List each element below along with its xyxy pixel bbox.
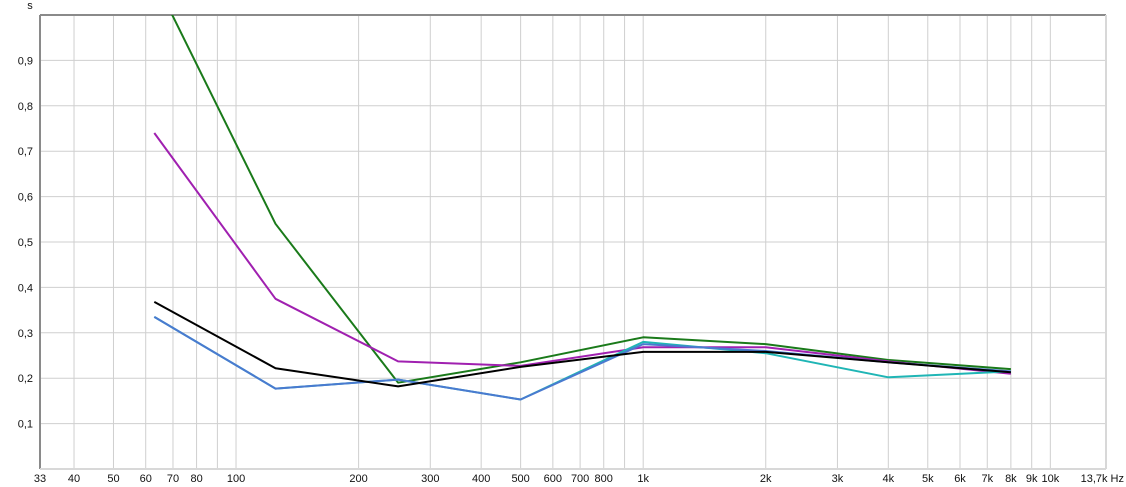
x-tick-label: 10k (1041, 473, 1059, 485)
x-tick-label: 4k (883, 473, 895, 485)
x-tick-label: 5k (922, 473, 934, 485)
series-layer (153, 15, 1011, 401)
x-tick-label: 2k (760, 473, 772, 485)
y-tick-label: 0,3 (18, 328, 33, 340)
x-tick-label: 500 (511, 473, 529, 485)
x-tick-label: 400 (472, 473, 490, 485)
x-tick-label: 7k (981, 473, 993, 485)
x-tick-label: 40 (68, 473, 80, 485)
y-tick-label: 0,6 (18, 192, 33, 204)
x-tick-label: 3k (832, 473, 844, 485)
x-tick-label: 60 (140, 473, 152, 485)
x-tick-label: 80 (190, 473, 202, 485)
x-tick-label: 6k (954, 473, 966, 485)
x-tick-label: 800 (595, 473, 613, 485)
x-tick-label: 1k (637, 473, 649, 485)
series-line-5 (153, 301, 1011, 388)
y-tick-label: 0,1 (18, 419, 33, 431)
x-tick-label: 300 (421, 473, 439, 485)
y-tick-label: 0,7 (18, 146, 33, 158)
y-unit-label: s (27, 0, 33, 12)
x-tick-label: 50 (107, 473, 119, 485)
y-tick-label: 0,9 (18, 55, 33, 67)
grid-layer (39, 14, 1107, 470)
x-tick-label: 100 (227, 473, 245, 485)
y-tick-label: 0,4 (18, 282, 33, 294)
x-tick-label: 70 (167, 473, 179, 485)
x-tick-label: 8k (1005, 473, 1017, 485)
x-tick-label: 33 (34, 473, 46, 485)
axis-layer: s 0,1 0,2 0,3 0,4 0,5 0,6 0,7 0,8 0,9 33 40 50 60 70 8… (18, 0, 1124, 485)
y-tick-label: 0,2 (18, 373, 33, 385)
y-tick-label: 0,8 (18, 101, 33, 113)
x-tick-label: 200 (349, 473, 367, 485)
series-line-1 (171, 15, 1011, 384)
x-tick-label: 13,7k Hz (1081, 473, 1124, 485)
x-tick-label: 600 (544, 473, 562, 485)
y-tick-label: 0,5 (18, 237, 33, 249)
x-tick-label: 9k (1026, 473, 1038, 485)
series-line-2 (153, 132, 1011, 375)
x-tick-label: 700 (571, 473, 589, 485)
